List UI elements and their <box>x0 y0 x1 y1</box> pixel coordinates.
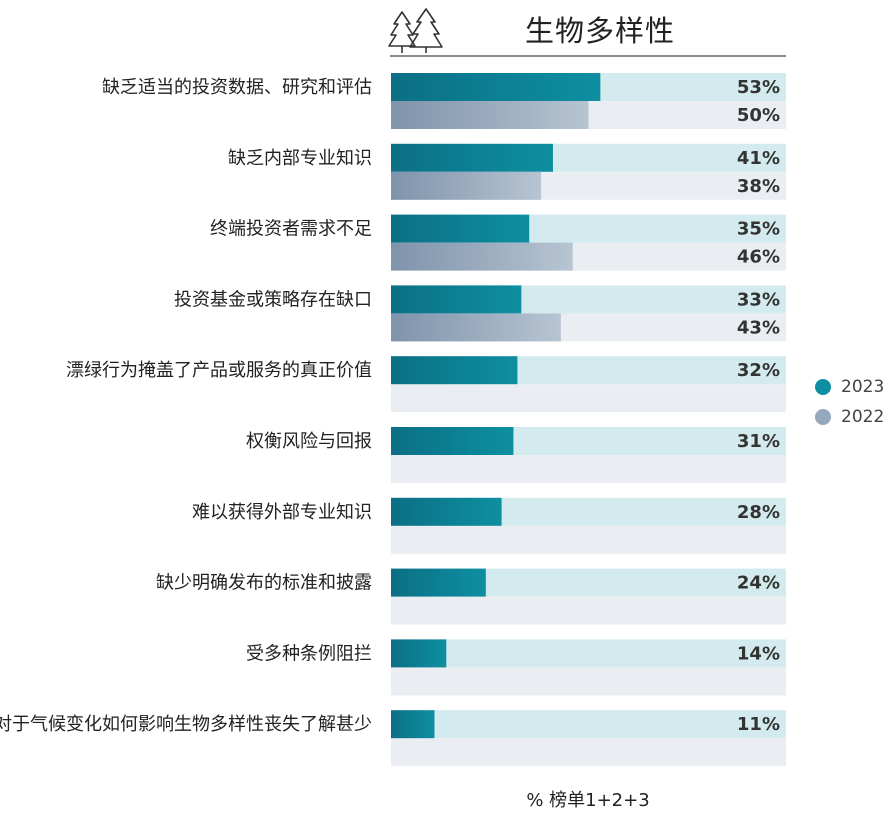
bar-2023 <box>391 427 514 455</box>
legend-item-2022: 2022 <box>815 402 884 432</box>
legend-label-2023: 2023 <box>841 377 885 397</box>
category-label: 缺乏内部专业知识 <box>228 148 372 169</box>
track-2023 <box>391 710 786 739</box>
value-label-2023: 31% <box>737 431 780 452</box>
value-label-2023: 33% <box>737 289 780 310</box>
value-label-2022: 46% <box>737 247 780 268</box>
bar-2023 <box>391 568 486 597</box>
value-label-2023: 24% <box>737 573 780 594</box>
bar-2022 <box>391 101 589 129</box>
value-label-2022: 38% <box>737 176 780 197</box>
category-label: 缺乏适当的投资数据、研究和评估 <box>102 77 372 98</box>
value-label-2023: 11% <box>737 714 780 735</box>
track-2022 <box>391 384 786 413</box>
value-label-2023: 14% <box>737 643 780 664</box>
legend: 2023 2022 <box>815 372 884 432</box>
value-label-2023: 35% <box>737 219 780 240</box>
bar-2022 <box>391 313 561 342</box>
bar-2022 <box>391 171 542 200</box>
value-label-2023: 32% <box>737 360 780 381</box>
bar-2023 <box>391 143 553 172</box>
legend-swatch-2023 <box>815 379 831 395</box>
track-2022 <box>391 596 786 625</box>
bar-2023 <box>391 214 530 243</box>
chart-title: 生物多样性 <box>524 14 675 48</box>
track-2022 <box>391 455 786 483</box>
category-label: 投资基金或策略存在缺口 <box>174 289 372 310</box>
track-2022 <box>391 738 786 767</box>
bar-2023 <box>391 710 435 739</box>
bar-2023 <box>391 356 518 385</box>
bar-2023 <box>391 639 447 668</box>
category-label: 终端投资者需求不足 <box>210 219 372 240</box>
track-2022 <box>391 525 786 554</box>
category-label: 对于气候变化如何影响生物多样性丧失了解甚少 <box>0 714 372 735</box>
category-label: 权衡风险与回报 <box>246 431 372 452</box>
value-label-2023: 53% <box>737 77 780 98</box>
value-label-2023: 41% <box>737 148 780 169</box>
value-label-2023: 28% <box>737 502 780 523</box>
bar-2023 <box>391 73 601 101</box>
category-label: 缺少明确发布的标准和披露 <box>156 573 372 594</box>
value-label-2022: 50% <box>737 105 780 126</box>
category-label: 漂绿行为掩盖了产品或服务的真正价值 <box>66 360 372 381</box>
bar-2022 <box>391 242 573 271</box>
track-2023 <box>391 639 786 668</box>
value-label-2022: 43% <box>737 317 780 338</box>
category-label: 难以获得外部专业知识 <box>192 502 372 523</box>
title-divider <box>390 55 786 57</box>
legend-swatch-2022 <box>815 409 831 425</box>
bar-2023 <box>391 497 502 526</box>
legend-label-2022: 2022 <box>841 407 885 427</box>
pine-trees-icon <box>388 8 443 53</box>
bar-2023 <box>391 285 522 314</box>
x-axis-caption: % 榜单1+2+3 <box>526 790 650 811</box>
category-label: 受多种条例阻拦 <box>246 643 372 664</box>
track-2022 <box>391 667 786 696</box>
legend-item-2023: 2023 <box>815 372 884 402</box>
